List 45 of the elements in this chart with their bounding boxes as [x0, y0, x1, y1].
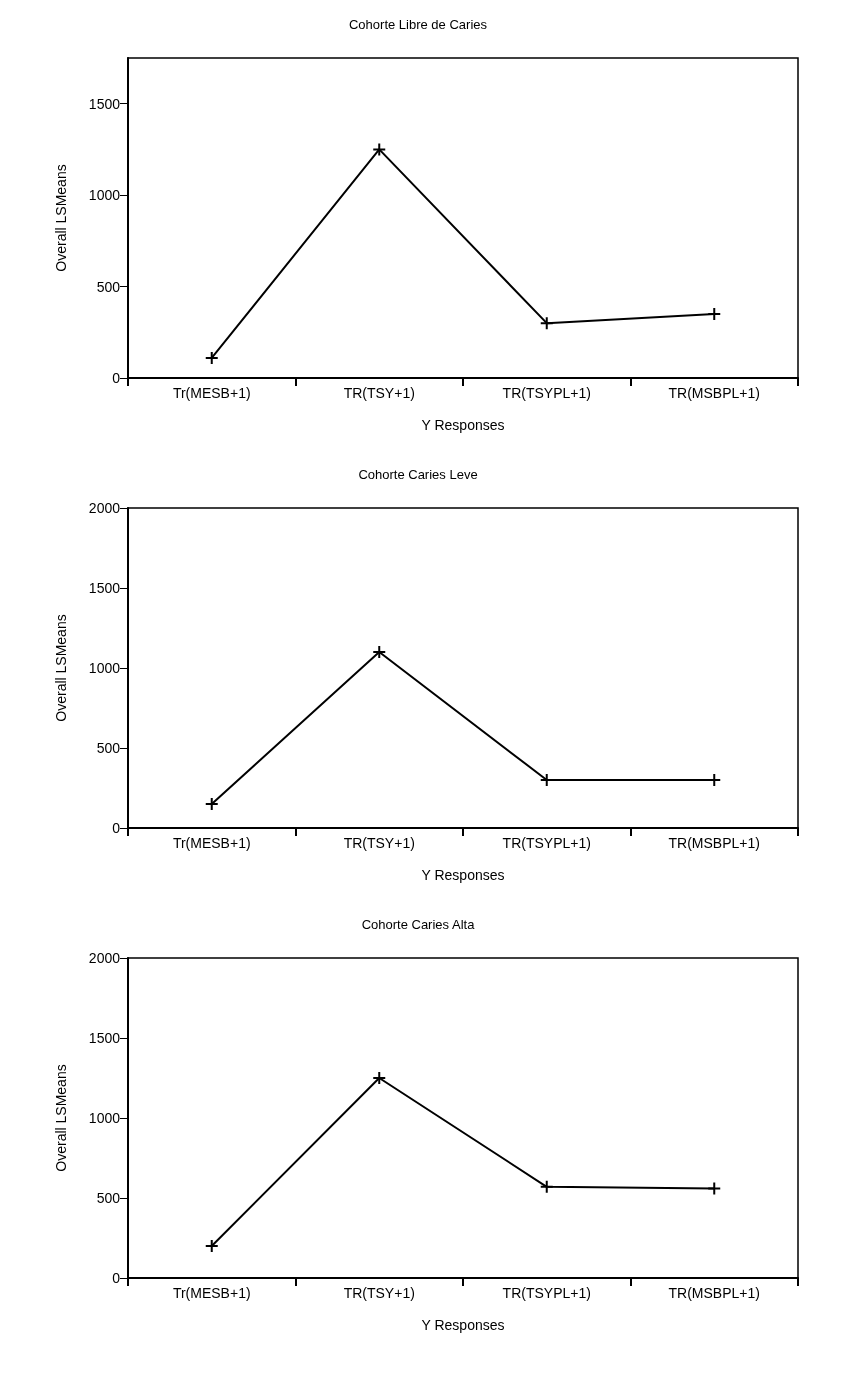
y-tick-label: 0 [112, 370, 121, 386]
x-tick-label: Tr(MESB+1) [172, 1285, 251, 1301]
chart-title: Cohorte Caries Alta [361, 917, 476, 932]
chart-title: Cohorte Libre de Caries [348, 17, 488, 32]
y-tick-label: 2000 [88, 500, 121, 516]
y-tick-label: 1500 [88, 580, 121, 596]
y-axis-title: Overall LSMeans [53, 164, 69, 272]
y-axis-title: Overall LSMeans [53, 614, 69, 722]
point [540, 1180, 553, 1193]
y-tick-label: 1000 [88, 660, 121, 676]
y-tick-label: 1000 [88, 1110, 121, 1126]
point [540, 317, 553, 330]
point [373, 646, 386, 658]
x-tick-label: TR(TSYPL+1) [502, 1285, 591, 1301]
x-tick-label: TR(TSY+1) [343, 385, 415, 401]
point [373, 143, 386, 156]
x-tick-label: TR(MSBPL+1) [668, 1285, 760, 1301]
point [205, 798, 218, 810]
x-axis-title: Y Responses [421, 1317, 505, 1333]
x-tick-label: TR(TSY+1) [343, 835, 415, 851]
x-tick-label: TR(TSYPL+1) [502, 385, 591, 401]
x-axis-title: Y Responses [421, 417, 505, 433]
y-tick-label: 500 [96, 740, 121, 756]
y-tick-label: 1500 [88, 1030, 121, 1046]
y-tick-label: 500 [96, 1190, 121, 1206]
x-tick-label: TR(TSYPL+1) [502, 835, 591, 851]
y-tick-label: 1500 [88, 95, 121, 112]
x-tick-label: TR(TSY+1) [343, 1285, 415, 1301]
point [708, 308, 721, 320]
point [708, 1182, 721, 1195]
x-tick-label: Tr(MESB+1) [172, 385, 251, 401]
y-tick-label: 0 [112, 1270, 121, 1286]
x-tick-label: TR(MSBPL+1) [668, 385, 760, 401]
x-axis-title: Y Responses [421, 867, 505, 883]
y-tick-label: 2000 [88, 950, 121, 966]
x-tick-label: Tr(MESB+1) [172, 835, 251, 851]
chart-title: Cohorte Caries Leve [358, 467, 478, 482]
y-tick-label: 1000 [88, 187, 121, 204]
y-tick-label: 500 [96, 278, 121, 295]
x-tick-label: TR(MSBPL+1) [668, 835, 760, 851]
y-axis-title: Overall LSMeans [53, 1064, 69, 1172]
point [205, 1240, 218, 1252]
point [205, 351, 218, 364]
y-tick-label: 0 [112, 820, 121, 836]
point [373, 1072, 386, 1084]
